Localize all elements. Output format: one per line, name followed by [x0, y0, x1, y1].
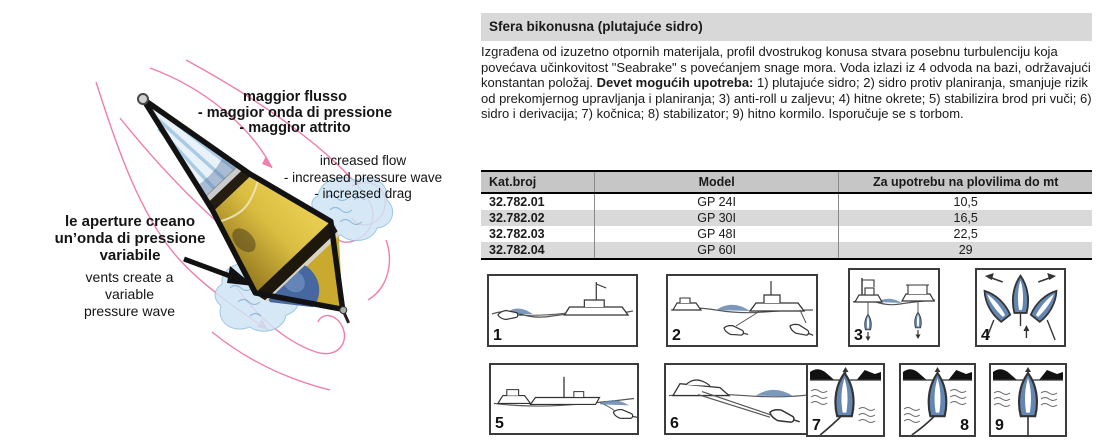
label-english-flow: increased flow - increased pressure wave… [283, 153, 443, 201]
table-row: 32.782.01 GP 24I 10,5 [481, 193, 1092, 210]
usage-panel-9-illustration [993, 367, 1063, 435]
panel-number: 1 [493, 327, 502, 344]
usage-panel-6: 6 [664, 363, 816, 435]
column-header-kat-broj: Kat.broj [481, 171, 595, 194]
description-text-1: Izgrađena od izuzetno otpornih materijal… [481, 44, 1091, 91]
cell-boat-length: 22,5 [838, 226, 1092, 242]
cell-kat-broj: 32.782.01 [489, 195, 545, 209]
cell-boat-length: 10,5 [838, 193, 1092, 210]
panel-number: 2 [672, 327, 681, 344]
usage-panel-3: 3 [848, 268, 940, 347]
cell-kat-broj: 32.782.04 [481, 242, 595, 259]
label-english-vents: vents create a variable pressure wave [83, 269, 176, 319]
usage-panel-8-illustration [902, 367, 973, 435]
cell-model: GP 30I [593, 210, 839, 226]
cell-boat-length: 29 [838, 242, 1092, 259]
usage-panel-7-illustration [810, 367, 881, 435]
table-row: 32.782.03 GP 48I 22,5 [481, 226, 1092, 242]
panel-number: 7 [812, 417, 821, 434]
table-row: 32.782.02 GP 30I 16,5 [481, 210, 1092, 226]
product-table: Kat.broj Model Za upotrebu na plovilima … [481, 170, 1092, 260]
panel-number: 8 [960, 417, 969, 434]
panel-number: 5 [495, 415, 504, 432]
usage-panel-1: 1 [487, 274, 638, 347]
cell-model: GP 48I [593, 226, 839, 242]
usage-panel-6-illustration [668, 379, 812, 428]
label-italian-flow: maggior flusso - maggior onda di pressio… [197, 89, 393, 136]
usage-panel-5: 5 [489, 363, 639, 435]
description-text-2: 1) plutajuće sidro; 2) sidro protiv plan… [481, 75, 1092, 122]
cell-model: GP 24I [593, 193, 839, 210]
sea-anchor-diagram [95, 59, 394, 391]
table-row: 32.782.04 GP 60I 29 [481, 242, 1092, 259]
cell-kat-broj: 32.782.03 [489, 227, 545, 241]
usage-panel-7: 7 [806, 363, 885, 437]
cell-boat-length: 16,5 [838, 210, 1092, 226]
cell-model: GP 60I [593, 242, 839, 259]
product-description: Izgrađena od izuzetno otpornih materijal… [481, 44, 1094, 122]
cell-kat-broj: 32.782.02 [481, 210, 595, 226]
usage-panel-5-illustration [493, 376, 637, 423]
usage-panel-4-illustration [978, 273, 1063, 341]
panel-number: 6 [670, 415, 679, 432]
description-bold-text: Devet mogućih upotreba: [596, 75, 754, 91]
usage-panel-8: 8 [899, 363, 976, 437]
usage-panel-3-illustration [852, 278, 936, 341]
drogue-device [137, 93, 351, 324]
usage-panel-2-illustration [670, 281, 816, 341]
panel-number: 3 [854, 327, 863, 344]
label-italian-vents: le aperture creano un’onda di pressione … [54, 213, 206, 264]
panel-number: 4 [981, 327, 990, 344]
usage-panel-9: 9 [989, 363, 1067, 437]
table-header-row: Kat.broj Model Za upotrebu na plovilima … [481, 171, 1092, 194]
panel-number: 9 [995, 417, 1004, 434]
column-header-model: Model [593, 171, 839, 194]
usage-panel-4: 4 [975, 268, 1066, 347]
usage-panel-2: 2 [666, 274, 818, 347]
product-illustration: maggior flusso - maggior onda di pressio… [0, 0, 470, 444]
usage-panel-1-illustration [491, 282, 634, 321]
page-title: Sfera bikonusna (plutajuće sidro) [489, 19, 703, 34]
column-header-boat-length: Za upotrebu na plovilima do mt [838, 171, 1092, 194]
product-title-bar: Sfera bikonusna (plutajuće sidro) [481, 13, 1092, 41]
vents-arrow-icon [183, 256, 254, 286]
